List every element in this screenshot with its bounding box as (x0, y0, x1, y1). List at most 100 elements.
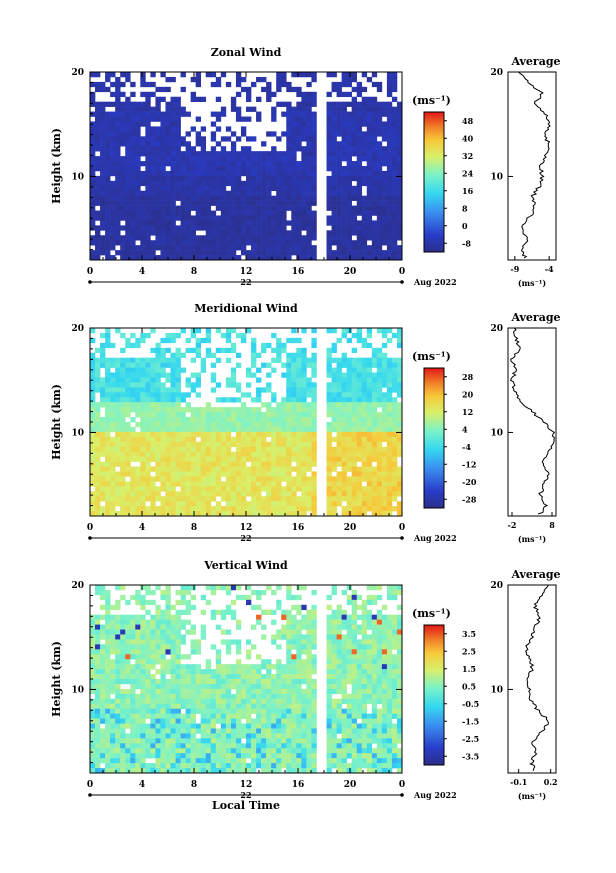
heatmap-cell (105, 402, 111, 408)
heatmap-cell (286, 397, 292, 403)
heatmap-cell (235, 190, 242, 196)
heatmap-cell (215, 466, 222, 472)
heatmap-cell (376, 230, 383, 236)
heatmap-cell (346, 466, 352, 472)
heatmap-cell (376, 634, 383, 640)
heatmap-cell (90, 639, 96, 645)
heatmap-cell (130, 372, 136, 378)
heatmap-cell (100, 342, 106, 349)
heatmap-cell (296, 111, 302, 117)
heatmap-cell (366, 146, 373, 152)
heatmap-cell (235, 461, 242, 467)
heatmap-cell (351, 496, 358, 502)
heatmap-cell (336, 235, 342, 241)
heatmap-cell (396, 486, 403, 492)
heatmap-cell (371, 195, 378, 201)
heatmap-cell (230, 377, 237, 383)
heatmap-cell (361, 357, 368, 363)
heatmap-cell (135, 225, 141, 231)
heatmap-cell (140, 146, 146, 152)
heatmap-cell (150, 496, 156, 502)
heatmap-cell (311, 436, 317, 443)
heatmap-cell (130, 175, 136, 182)
heatmap-cell (120, 461, 126, 467)
heatmap-cell (130, 476, 136, 482)
heatmap-cell (381, 240, 388, 246)
heatmap-cell (246, 255, 252, 261)
heatmap-cell (165, 481, 171, 487)
heatmap-cell (296, 412, 302, 418)
heatmap-cell (336, 629, 342, 635)
heatmap-cell (170, 644, 176, 650)
heatmap-cell (125, 72, 131, 78)
heatmap-cell (371, 377, 378, 383)
heatmap-cell (135, 431, 141, 438)
heatmap-cell (331, 126, 337, 132)
heatmap-cell (170, 200, 176, 206)
heatmap-cell (155, 422, 161, 428)
heatmap-cell (135, 161, 141, 167)
heatmap-cell (230, 501, 237, 507)
heatmap-cell (150, 170, 156, 177)
heatmap-cell (291, 230, 297, 236)
heatmap-cell (271, 491, 277, 497)
heatmap-cell (246, 456, 252, 462)
heatmap-cell (266, 693, 272, 700)
heatmap-cell (120, 441, 126, 448)
heatmap-cell (346, 136, 352, 142)
heatmap-cell (371, 629, 378, 635)
heatmap-cell (110, 190, 116, 196)
heatmap-cell (296, 230, 302, 236)
heatmap-cell (326, 126, 332, 132)
heatmap-cell (240, 235, 247, 241)
heatmap-cell (190, 679, 196, 685)
heatmap-cell (205, 683, 212, 690)
heatmap-cell (391, 195, 398, 201)
heatmap-cell (256, 481, 262, 487)
heatmap-cell (235, 594, 242, 601)
heatmap-cell (140, 220, 146, 226)
heatmap-cell (235, 205, 242, 211)
heatmap-cell (220, 215, 227, 221)
heatmap-cell (386, 496, 393, 502)
heatmap-cell (235, 76, 242, 83)
heatmap-cell (180, 422, 186, 428)
heatmap-cell (220, 466, 227, 472)
heatmap-cell (391, 185, 398, 192)
heatmap-cell (155, 146, 161, 152)
heatmap-cell (185, 220, 191, 226)
heatmap-cell (381, 481, 388, 487)
heatmap-cell (165, 604, 171, 611)
heatmap-cell (120, 426, 126, 433)
heatmap-cell (281, 629, 287, 635)
heatmap-cell (130, 210, 136, 216)
heatmap-cell (170, 422, 176, 428)
heatmap-cell (130, 205, 136, 211)
heatmap-cell (301, 101, 307, 107)
heatmap-cell (210, 614, 217, 620)
heatmap-cell (120, 392, 126, 398)
heatmap-cell (235, 649, 242, 655)
heatmap-cell (331, 121, 337, 127)
heatmap-cell (296, 659, 302, 665)
heatmap-cell (251, 644, 257, 650)
heatmap-cell (271, 170, 277, 177)
heatmap-cell (105, 332, 111, 339)
heatmap-cell (296, 250, 302, 256)
heatmap-cell (120, 496, 126, 502)
heatmap-cell (120, 116, 126, 122)
heatmap-cell (125, 486, 131, 492)
heatmap-cell (296, 387, 302, 393)
heatmap-cell (130, 451, 136, 457)
heatmap-cell (281, 496, 287, 502)
heatmap-cell (396, 476, 403, 482)
heatmap-cell (230, 412, 237, 418)
heatmap-cell (311, 446, 317, 452)
average-y-tick-label: 10 (490, 428, 503, 438)
heatmap-cell (381, 426, 388, 433)
heatmap-cell (291, 431, 297, 438)
heatmap-cell (155, 377, 161, 383)
heatmap-cell (276, 185, 282, 192)
heatmap-cell (205, 332, 212, 339)
heatmap-cell (311, 116, 317, 122)
